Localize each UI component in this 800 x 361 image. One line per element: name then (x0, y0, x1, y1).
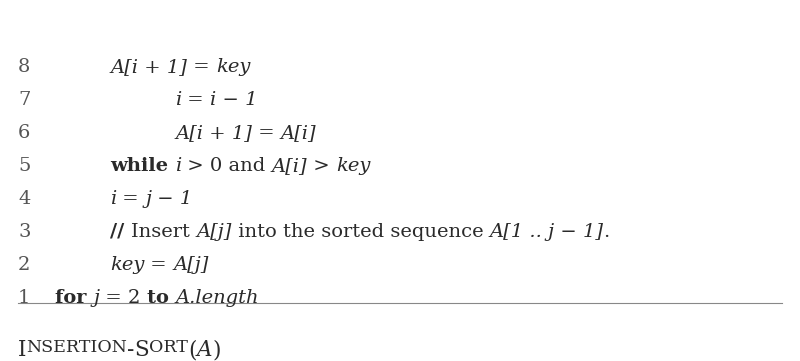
Text: =: = (116, 190, 145, 208)
Text: Insert: Insert (131, 223, 196, 241)
Text: key: key (216, 58, 250, 76)
Text: A[j]: A[j] (196, 223, 231, 241)
Text: i: i (175, 91, 182, 109)
Text: (: ( (188, 339, 197, 361)
Text: to: to (147, 289, 175, 307)
Text: NSERTION: NSERTION (26, 339, 127, 356)
Text: 8: 8 (18, 58, 30, 76)
Text: A.length: A.length (175, 289, 259, 307)
Text: i: i (174, 157, 181, 175)
Text: 4: 4 (18, 190, 30, 208)
Text: while: while (110, 157, 174, 175)
Text: A: A (197, 339, 212, 361)
Text: key: key (336, 157, 370, 175)
Text: >: > (307, 157, 336, 175)
Text: ): ) (212, 339, 221, 361)
Text: A[j]: A[j] (174, 256, 209, 274)
Text: 6: 6 (18, 124, 30, 142)
Text: key: key (110, 256, 144, 274)
Text: = 2: = 2 (99, 289, 147, 307)
Text: i: i (110, 190, 116, 208)
Text: 2: 2 (18, 256, 30, 274)
Text: .: . (603, 223, 610, 241)
Text: S: S (134, 339, 150, 361)
Text: into the sorted sequence: into the sorted sequence (231, 223, 490, 241)
Text: A[i + 1]: A[i + 1] (175, 124, 252, 142)
Text: =: = (182, 91, 210, 109)
Text: 3: 3 (18, 223, 30, 241)
Text: for: for (55, 289, 94, 307)
Text: j: j (94, 289, 99, 307)
Text: A[i]: A[i] (281, 124, 316, 142)
Text: 5: 5 (18, 157, 30, 175)
Text: A[1 .. j − 1]: A[1 .. j − 1] (490, 223, 603, 241)
Text: =: = (187, 58, 216, 76)
Text: 7: 7 (18, 91, 30, 109)
Text: A[i + 1]: A[i + 1] (110, 58, 187, 76)
Text: //: // (110, 223, 131, 241)
Text: 1: 1 (18, 289, 30, 307)
Text: =: = (252, 124, 281, 142)
Text: -: - (127, 339, 134, 361)
Text: > 0 and: > 0 and (181, 157, 271, 175)
Text: =: = (144, 256, 174, 274)
Text: A[i]: A[i] (271, 157, 307, 175)
Text: j − 1: j − 1 (145, 190, 192, 208)
Text: i − 1: i − 1 (210, 91, 258, 109)
Text: ORT: ORT (150, 339, 188, 356)
Text: I: I (18, 339, 26, 361)
